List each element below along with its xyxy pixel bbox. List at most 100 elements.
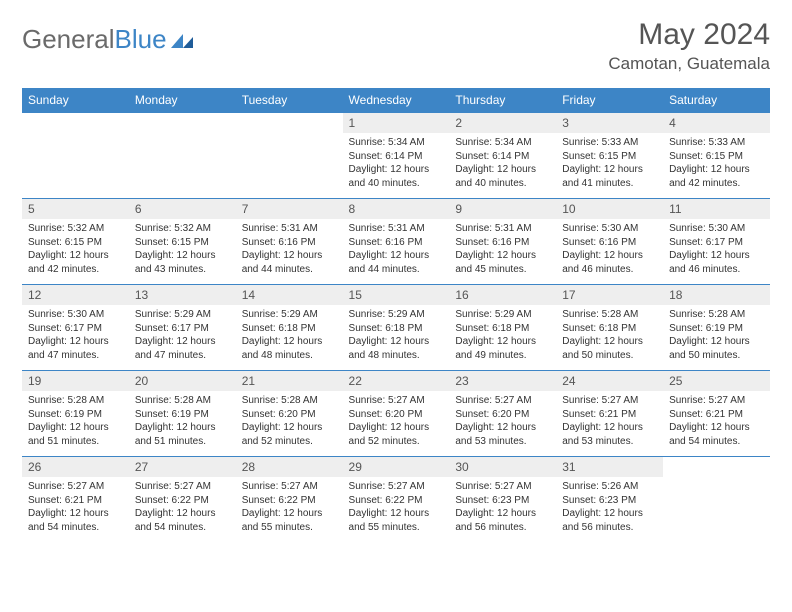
day-number: 31 <box>556 457 663 477</box>
calendar-cell: 27Sunrise: 5:27 AMSunset: 6:22 PMDayligh… <box>129 457 236 543</box>
calendar-cell: 19Sunrise: 5:28 AMSunset: 6:19 PMDayligh… <box>22 371 129 457</box>
calendar-cell: 30Sunrise: 5:27 AMSunset: 6:23 PMDayligh… <box>449 457 556 543</box>
day-number: 11 <box>663 199 770 219</box>
day-number: 16 <box>449 285 556 305</box>
day-number: 2 <box>449 113 556 133</box>
weekday-header: Sunday <box>22 88 129 113</box>
day-number: 19 <box>22 371 129 391</box>
calendar-cell: 7Sunrise: 5:31 AMSunset: 6:16 PMDaylight… <box>236 199 343 285</box>
calendar-cell: .. <box>22 113 129 199</box>
day-details: Sunrise: 5:27 AMSunset: 6:20 PMDaylight:… <box>343 391 450 452</box>
calendar-cell: 6Sunrise: 5:32 AMSunset: 6:15 PMDaylight… <box>129 199 236 285</box>
day-number: 1 <box>343 113 450 133</box>
day-number: 13 <box>129 285 236 305</box>
weekday-header: Monday <box>129 88 236 113</box>
day-details: Sunrise: 5:29 AMSunset: 6:18 PMDaylight:… <box>236 305 343 366</box>
day-number: 6 <box>129 199 236 219</box>
day-details: Sunrise: 5:28 AMSunset: 6:18 PMDaylight:… <box>556 305 663 366</box>
calendar-cell: 22Sunrise: 5:27 AMSunset: 6:20 PMDayligh… <box>343 371 450 457</box>
weekday-header: Wednesday <box>343 88 450 113</box>
day-details: Sunrise: 5:33 AMSunset: 6:15 PMDaylight:… <box>556 133 663 194</box>
day-number: 17 <box>556 285 663 305</box>
day-details: Sunrise: 5:28 AMSunset: 6:19 PMDaylight:… <box>22 391 129 452</box>
calendar-cell: 14Sunrise: 5:29 AMSunset: 6:18 PMDayligh… <box>236 285 343 371</box>
calendar-cell: 26Sunrise: 5:27 AMSunset: 6:21 PMDayligh… <box>22 457 129 543</box>
day-details: Sunrise: 5:28 AMSunset: 6:19 PMDaylight:… <box>663 305 770 366</box>
logo: GeneralBlue <box>22 18 193 55</box>
calendar-head: SundayMondayTuesdayWednesdayThursdayFrid… <box>22 88 770 113</box>
calendar-cell: 15Sunrise: 5:29 AMSunset: 6:18 PMDayligh… <box>343 285 450 371</box>
calendar-cell: 21Sunrise: 5:28 AMSunset: 6:20 PMDayligh… <box>236 371 343 457</box>
day-details: Sunrise: 5:27 AMSunset: 6:20 PMDaylight:… <box>449 391 556 452</box>
day-details: Sunrise: 5:32 AMSunset: 6:15 PMDaylight:… <box>129 219 236 280</box>
calendar-cell: 20Sunrise: 5:28 AMSunset: 6:19 PMDayligh… <box>129 371 236 457</box>
weekday-header: Tuesday <box>236 88 343 113</box>
day-number: 12 <box>22 285 129 305</box>
day-details: Sunrise: 5:32 AMSunset: 6:15 PMDaylight:… <box>22 219 129 280</box>
day-details: Sunrise: 5:30 AMSunset: 6:17 PMDaylight:… <box>663 219 770 280</box>
calendar-cell: .. <box>129 113 236 199</box>
logo-icon <box>171 32 193 48</box>
month-title: May 2024 <box>608 18 770 52</box>
day-details: Sunrise: 5:26 AMSunset: 6:23 PMDaylight:… <box>556 477 663 538</box>
day-number: 23 <box>449 371 556 391</box>
day-number: 8 <box>343 199 450 219</box>
day-number: 3 <box>556 113 663 133</box>
day-details: Sunrise: 5:29 AMSunset: 6:18 PMDaylight:… <box>449 305 556 366</box>
calendar-cell: 11Sunrise: 5:30 AMSunset: 6:17 PMDayligh… <box>663 199 770 285</box>
day-details: Sunrise: 5:31 AMSunset: 6:16 PMDaylight:… <box>449 219 556 280</box>
day-details: Sunrise: 5:29 AMSunset: 6:17 PMDaylight:… <box>129 305 236 366</box>
day-number: 9 <box>449 199 556 219</box>
day-number: 7 <box>236 199 343 219</box>
day-details: Sunrise: 5:27 AMSunset: 6:22 PMDaylight:… <box>236 477 343 538</box>
day-details: Sunrise: 5:33 AMSunset: 6:15 PMDaylight:… <box>663 133 770 194</box>
day-details: Sunrise: 5:31 AMSunset: 6:16 PMDaylight:… <box>236 219 343 280</box>
calendar-cell: 16Sunrise: 5:29 AMSunset: 6:18 PMDayligh… <box>449 285 556 371</box>
day-details: Sunrise: 5:30 AMSunset: 6:16 PMDaylight:… <box>556 219 663 280</box>
calendar-cell: 3Sunrise: 5:33 AMSunset: 6:15 PMDaylight… <box>556 113 663 199</box>
day-details: Sunrise: 5:27 AMSunset: 6:21 PMDaylight:… <box>663 391 770 452</box>
day-number: 20 <box>129 371 236 391</box>
calendar-cell: 18Sunrise: 5:28 AMSunset: 6:19 PMDayligh… <box>663 285 770 371</box>
day-number: 21 <box>236 371 343 391</box>
day-details: Sunrise: 5:31 AMSunset: 6:16 PMDaylight:… <box>343 219 450 280</box>
calendar-cell: 5Sunrise: 5:32 AMSunset: 6:15 PMDaylight… <box>22 199 129 285</box>
day-number: 4 <box>663 113 770 133</box>
calendar-cell: 29Sunrise: 5:27 AMSunset: 6:22 PMDayligh… <box>343 457 450 543</box>
weekday-header: Friday <box>556 88 663 113</box>
title-block: May 2024 Camotan, Guatemala <box>608 18 770 74</box>
day-details: Sunrise: 5:27 AMSunset: 6:21 PMDaylight:… <box>556 391 663 452</box>
day-details: Sunrise: 5:34 AMSunset: 6:14 PMDaylight:… <box>343 133 450 194</box>
day-details: Sunrise: 5:27 AMSunset: 6:21 PMDaylight:… <box>22 477 129 538</box>
day-number: 22 <box>343 371 450 391</box>
calendar-body: ...... 1Sunrise: 5:34 AMSunset: 6:14 PMDa… <box>22 113 770 543</box>
logo-text-blue: Blue <box>115 24 167 55</box>
calendar-cell: 1Sunrise: 5:34 AMSunset: 6:14 PMDaylight… <box>343 113 450 199</box>
calendar-cell: 28Sunrise: 5:27 AMSunset: 6:22 PMDayligh… <box>236 457 343 543</box>
day-number: 5 <box>22 199 129 219</box>
calendar-cell: .. <box>663 457 770 543</box>
calendar-cell: 31Sunrise: 5:26 AMSunset: 6:23 PMDayligh… <box>556 457 663 543</box>
day-number: 29 <box>343 457 450 477</box>
calendar-cell: 13Sunrise: 5:29 AMSunset: 6:17 PMDayligh… <box>129 285 236 371</box>
day-number: 26 <box>22 457 129 477</box>
day-number: 24 <box>556 371 663 391</box>
calendar-cell: 4Sunrise: 5:33 AMSunset: 6:15 PMDaylight… <box>663 113 770 199</box>
day-details: Sunrise: 5:28 AMSunset: 6:19 PMDaylight:… <box>129 391 236 452</box>
day-details: Sunrise: 5:34 AMSunset: 6:14 PMDaylight:… <box>449 133 556 194</box>
header: GeneralBlue May 2024 Camotan, Guatemala <box>22 18 770 74</box>
day-number: 14 <box>236 285 343 305</box>
day-number: 28 <box>236 457 343 477</box>
weekday-header: Saturday <box>663 88 770 113</box>
calendar-cell: 17Sunrise: 5:28 AMSunset: 6:18 PMDayligh… <box>556 285 663 371</box>
day-number: 15 <box>343 285 450 305</box>
calendar-cell: 9Sunrise: 5:31 AMSunset: 6:16 PMDaylight… <box>449 199 556 285</box>
day-details: Sunrise: 5:29 AMSunset: 6:18 PMDaylight:… <box>343 305 450 366</box>
calendar-cell: 25Sunrise: 5:27 AMSunset: 6:21 PMDayligh… <box>663 371 770 457</box>
day-details: Sunrise: 5:27 AMSunset: 6:22 PMDaylight:… <box>129 477 236 538</box>
calendar-cell: 8Sunrise: 5:31 AMSunset: 6:16 PMDaylight… <box>343 199 450 285</box>
calendar-cell: 23Sunrise: 5:27 AMSunset: 6:20 PMDayligh… <box>449 371 556 457</box>
calendar-cell: 12Sunrise: 5:30 AMSunset: 6:17 PMDayligh… <box>22 285 129 371</box>
day-details: Sunrise: 5:28 AMSunset: 6:20 PMDaylight:… <box>236 391 343 452</box>
calendar-cell: 10Sunrise: 5:30 AMSunset: 6:16 PMDayligh… <box>556 199 663 285</box>
